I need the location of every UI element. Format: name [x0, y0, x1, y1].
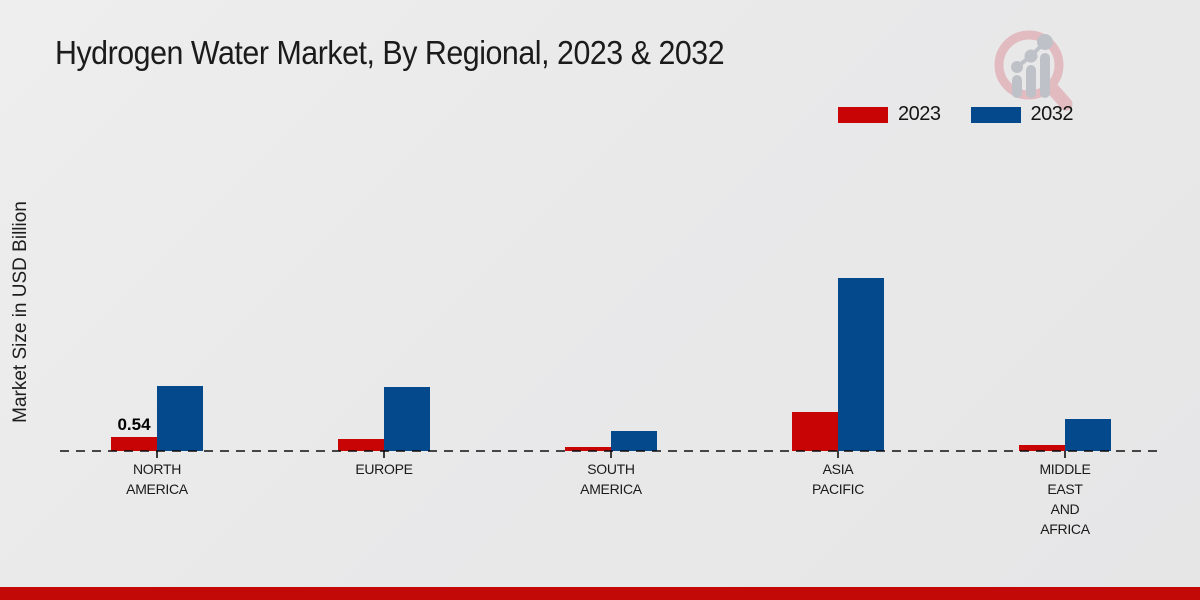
- bar-2032-asia-pacific: [838, 278, 884, 451]
- category-label-middle-east-and-africa: MIDDLE EAST AND AFRICA: [1039, 461, 1091, 537]
- bar-2023-europe: [338, 439, 384, 451]
- bar-2032-north-america: [157, 386, 203, 451]
- bar-2023-north-america: [111, 437, 157, 451]
- bar-2023-middle-east-and-africa: [1019, 445, 1065, 451]
- bar-2032-europe: [384, 387, 430, 451]
- x-axis-tick-europe: [383, 451, 385, 458]
- legend-item-2023: 2023: [838, 103, 941, 126]
- x-axis-tick-middle-east-and-africa: [1064, 451, 1066, 458]
- legend-label-2023: 2023: [898, 103, 941, 125]
- category-label-north-america: NORTH AMERICA: [126, 461, 188, 497]
- magnifier-bar-chart-logo-icon: [994, 30, 1073, 111]
- x-axis-tick-north-america: [156, 451, 158, 458]
- category-label-south-america: SOUTH AMERICA: [580, 461, 642, 497]
- legend: 2023 2032: [838, 103, 1073, 126]
- category-label-europe: EUROPE: [355, 461, 413, 477]
- bar-2032-middle-east-and-africa: [1065, 419, 1111, 451]
- chart-title: Hydrogen Water Market, By Regional, 2023…: [55, 34, 725, 71]
- footer-accent-strip: [0, 587, 1200, 600]
- data-label-2023: 0.54: [117, 415, 151, 434]
- bar-2023-asia-pacific: [792, 412, 838, 451]
- legend-swatch-2032: [970, 106, 1021, 123]
- bar-2032-south-america: [611, 431, 657, 451]
- legend-swatch-2023: [838, 106, 888, 123]
- bar-2023-south-america: [565, 447, 611, 451]
- category-label-asia-pacific: ASIA PACIFIC: [811, 461, 865, 497]
- x-axis-tick-south-america: [610, 451, 612, 458]
- x-axis-tick-asia-pacific: [837, 451, 839, 458]
- legend-label-2032: 2032: [1030, 103, 1074, 125]
- legend-item-2032: 2032: [970, 103, 1074, 126]
